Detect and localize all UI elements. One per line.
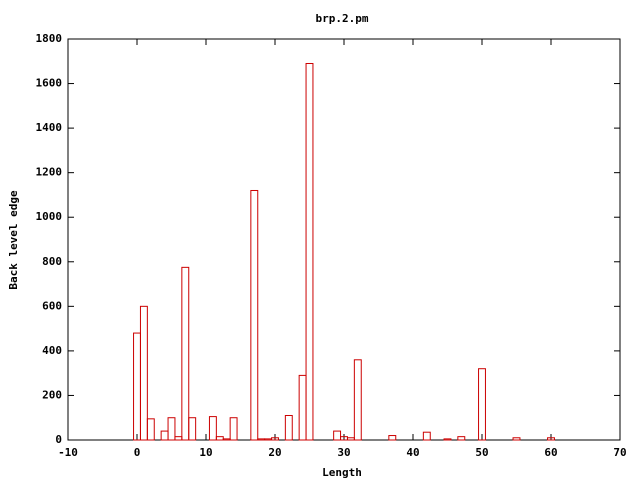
bar [146, 418, 155, 441]
y-tick-label: 1000 [36, 210, 63, 223]
y-tick-label: 1800 [36, 32, 63, 45]
x-tick-label: 60 [544, 446, 557, 459]
bar [181, 266, 190, 441]
x-tick-label: 0 [134, 446, 141, 459]
bar [422, 431, 431, 441]
bar [388, 435, 397, 441]
x-tick-label: 40 [406, 446, 419, 459]
x-axis-label: Length [322, 466, 362, 479]
bar [208, 416, 217, 441]
bar [298, 374, 307, 441]
y-tick-label: 1400 [36, 121, 63, 134]
x-tick-label: 20 [268, 446, 281, 459]
bar [264, 438, 273, 441]
bar [271, 437, 279, 441]
x-tick-label: 10 [199, 446, 212, 459]
bar [160, 430, 169, 441]
bar [215, 436, 224, 441]
x-tick-label: 50 [475, 446, 488, 459]
x-tick-label: -10 [58, 446, 78, 459]
bar [305, 63, 314, 441]
plot-frame [67, 38, 621, 441]
y-tick-label: 1600 [36, 77, 63, 90]
bar [250, 189, 259, 441]
chart-title: brp.2.pm [316, 12, 369, 25]
bar [443, 438, 452, 441]
y-tick-label: 400 [42, 344, 62, 357]
bar [174, 436, 183, 441]
y-tick-label: 800 [42, 255, 62, 268]
y-tick-label: 200 [42, 388, 62, 401]
bar [257, 438, 266, 441]
y-tick-label: 1200 [36, 166, 63, 179]
bar [353, 359, 362, 441]
bar [547, 437, 555, 441]
bar [333, 430, 342, 441]
bar [457, 436, 466, 441]
y-tick-label: 600 [42, 299, 62, 312]
bar [222, 438, 231, 441]
bar [512, 437, 521, 441]
bar [133, 332, 141, 441]
bar [284, 414, 293, 441]
x-tick-label: 70 [613, 446, 626, 459]
bar [167, 417, 176, 441]
bar [139, 305, 148, 441]
y-tick-label: 0 [55, 433, 62, 446]
bar [346, 437, 355, 441]
x-tick-label: 30 [337, 446, 350, 459]
bar [229, 417, 238, 441]
bar [188, 417, 197, 441]
bar [478, 368, 486, 441]
y-axis-label: Back level edge [7, 190, 20, 290]
